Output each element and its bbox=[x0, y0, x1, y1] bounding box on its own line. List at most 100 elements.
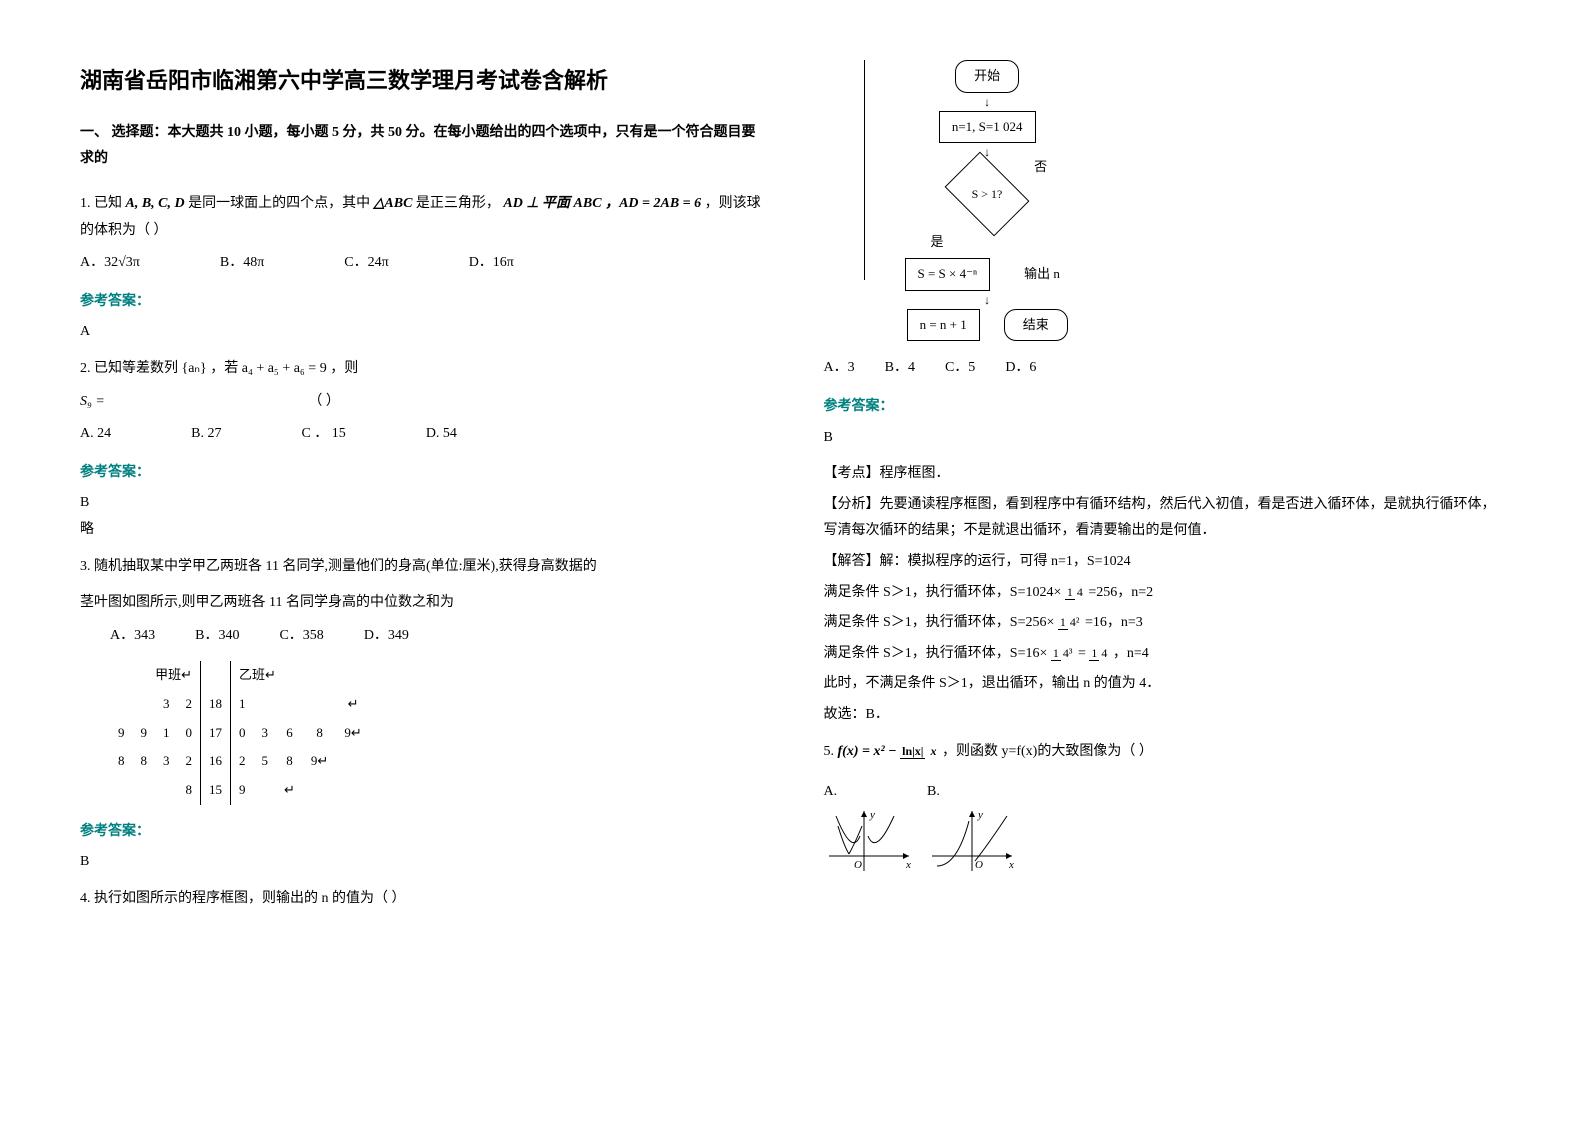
q3-answer: B bbox=[80, 849, 764, 876]
q2-opt-a[interactable]: A. 24 bbox=[80, 421, 111, 448]
q2-s9: S₉ = bbox=[80, 394, 105, 409]
q4-solve-h: 【解答】解：模拟程序的运行，可得 n=1，S=1024 bbox=[824, 549, 1508, 576]
c: 1 bbox=[155, 719, 178, 748]
c: 8 bbox=[303, 719, 336, 748]
q5-fn: f(x) = x² − bbox=[838, 744, 901, 759]
fc-end: 结束 bbox=[1004, 309, 1068, 342]
stem-row-2: 8832 16 2589↵ bbox=[110, 747, 370, 776]
q4-opt-b[interactable]: B．4 bbox=[885, 355, 915, 382]
q5-opt-b[interactable]: B. x y O bbox=[927, 779, 1017, 876]
svg-text:y: y bbox=[977, 809, 983, 821]
frac-1-42: 14² bbox=[1058, 616, 1082, 629]
frac-1-4: 14 bbox=[1065, 586, 1085, 599]
fc-cond-text: S > 1? bbox=[972, 183, 1003, 206]
q3-opt-a[interactable]: A．343 bbox=[110, 623, 155, 650]
t: = bbox=[1078, 646, 1086, 661]
stem-h-right: 乙班↵ bbox=[231, 661, 370, 690]
fc-start: 开始 bbox=[955, 60, 1019, 93]
q1-mid2: 是正三角形， bbox=[416, 196, 504, 211]
q5-prefix: 5. bbox=[824, 744, 838, 759]
q2-opt-d[interactable]: D. 54 bbox=[426, 421, 457, 448]
q3-opt-b[interactable]: B．340 bbox=[195, 623, 239, 650]
q2-options: A. 24 B. 27 C ． 15 D. 54 bbox=[80, 421, 764, 448]
svg-text:x: x bbox=[905, 859, 911, 871]
stem-leaf-table: 甲班↵ 乙班↵ 32 18 1↵ 9910 17 03689↵ 8832 16 … bbox=[110, 661, 370, 804]
q1-text: 1. 已知 A, B, C, D 是同一球面上的四个点，其中 △ABC 是正三角… bbox=[80, 191, 764, 244]
c: 9↵ bbox=[336, 719, 369, 748]
c: 15 bbox=[201, 776, 231, 805]
q1-mid: 是同一球面上的四个点，其中 bbox=[188, 196, 374, 211]
c: 9 bbox=[231, 776, 254, 805]
t: =16，n=3 bbox=[1085, 615, 1143, 630]
q4-step1: 满足条件 S＞1，执行循环体，S=1024× 14 =256，n=2 bbox=[824, 580, 1508, 607]
q1-eq: ，AD = 2AB = 6 bbox=[605, 196, 701, 211]
fc-step1: S = S × 4⁻ⁿ bbox=[905, 258, 991, 291]
c: 9↵ bbox=[303, 747, 336, 776]
q4-opt-c[interactable]: C．5 bbox=[945, 355, 975, 382]
q2-text2: S₉ = （ ） bbox=[80, 389, 764, 416]
q1-opt-c[interactable]: C．24π bbox=[344, 250, 388, 277]
c: 9 bbox=[133, 719, 156, 748]
q4-analyze: 【分析】先要通读程序框图，看到程序中有循环结构，然后代入初值，看是否进入循环体，… bbox=[824, 492, 1508, 545]
c: 16 bbox=[201, 747, 231, 776]
q1-opt-b[interactable]: B．48π bbox=[220, 250, 264, 277]
q5-graphs: A. x y O B. x y O bbox=[824, 771, 1508, 876]
q1-opt-a[interactable]: A．32√3π bbox=[80, 250, 140, 277]
q2-opt-c[interactable]: C ． 15 bbox=[301, 421, 345, 448]
q3-opt-c[interactable]: C．358 bbox=[279, 623, 323, 650]
q4-opt-a[interactable]: A．3 bbox=[824, 355, 855, 382]
fc-output: 输出 n bbox=[1014, 259, 1070, 290]
c bbox=[303, 690, 336, 719]
q4-point: 【考点】程序框图． bbox=[824, 461, 1508, 488]
q5-fn-bot: x bbox=[930, 744, 936, 758]
t: ，n=4 bbox=[1113, 646, 1149, 661]
q1-prefix: 1. 已知 bbox=[80, 196, 122, 211]
stem-row-1: 9910 17 03689↵ bbox=[110, 719, 370, 748]
t: 满足条件 S＞1，执行循环体，S=1024× bbox=[824, 585, 1062, 600]
c: 3 bbox=[155, 747, 178, 776]
c bbox=[110, 776, 133, 805]
c: 9 bbox=[110, 719, 133, 748]
fc-no: 否 bbox=[1034, 155, 1047, 180]
c bbox=[276, 690, 303, 719]
c bbox=[110, 690, 133, 719]
c: 3 bbox=[155, 690, 178, 719]
q4-opt-d[interactable]: D．6 bbox=[1005, 355, 1036, 382]
c bbox=[155, 776, 178, 805]
q5-opt-a[interactable]: A. x y O bbox=[824, 779, 914, 876]
fc-init: n=1, S=1 024 bbox=[939, 111, 1036, 144]
q1-tri: △ABC bbox=[374, 196, 413, 211]
stem-row-3: 8 15 9↵ bbox=[110, 776, 370, 805]
q2-text: 2. 已知等差数列 {aₙ} ，若 a₄ + a₅ + a₆ = 9 ，则 bbox=[80, 356, 764, 383]
page-title: 湖南省岳阳市临湘第六中学高三数学理月考试卷含解析 bbox=[80, 60, 764, 102]
t: 满足条件 S＞1，执行循环体，S=16× bbox=[824, 646, 1048, 661]
stem-h-mid bbox=[201, 661, 231, 690]
arrow-icon: ↓ bbox=[984, 294, 990, 306]
c: 6 bbox=[276, 719, 303, 748]
q3-opt-d[interactable]: D．349 bbox=[364, 623, 409, 650]
fc-cond: S > 1? bbox=[945, 152, 1030, 237]
q4-text: 4. 执行如图所示的程序框图，则输出的 n 的值为（ ） bbox=[80, 886, 764, 913]
c: ↵ bbox=[336, 690, 369, 719]
answer-label-1: 参考答案： bbox=[80, 289, 764, 316]
q1-opt-d[interactable]: D．16π bbox=[469, 250, 514, 277]
t: 满足条件 S＞1，执行循环体，S=256× bbox=[824, 615, 1055, 630]
c bbox=[133, 776, 156, 805]
c: 1 bbox=[231, 690, 254, 719]
q4-step4: 此时，不满足条件 S＞1，退出循环，输出 n 的值为 4． bbox=[824, 671, 1508, 698]
c: 18 bbox=[201, 690, 231, 719]
c: 2 bbox=[178, 747, 201, 776]
c: 8 bbox=[276, 747, 303, 776]
q3-text2: 茎叶图如图所示,则甲乙两班各 11 名同学身高的中位数之和为 bbox=[80, 590, 764, 617]
c: 8 bbox=[178, 776, 201, 805]
q4-step2: 满足条件 S＞1，执行循环体，S=256× 14² =16，n=3 bbox=[824, 610, 1508, 637]
svg-text:O: O bbox=[975, 859, 983, 871]
flowchart: 开始 ↓ n=1, S=1 024 ↓ S > 1? 否 是 S = S × 4… bbox=[864, 60, 1468, 341]
q2-opt-b[interactable]: B. 27 bbox=[191, 421, 221, 448]
q4-step3: 满足条件 S＞1，执行循环体，S=16× 14³ = 14 ，n=4 bbox=[824, 641, 1508, 668]
q4-options: A．3 B．4 C．5 D．6 bbox=[824, 355, 1508, 382]
graph-a-icon: x y O bbox=[824, 806, 914, 876]
q4-step5: 故选：B． bbox=[824, 702, 1508, 729]
c bbox=[303, 776, 336, 805]
c: 2 bbox=[178, 690, 201, 719]
